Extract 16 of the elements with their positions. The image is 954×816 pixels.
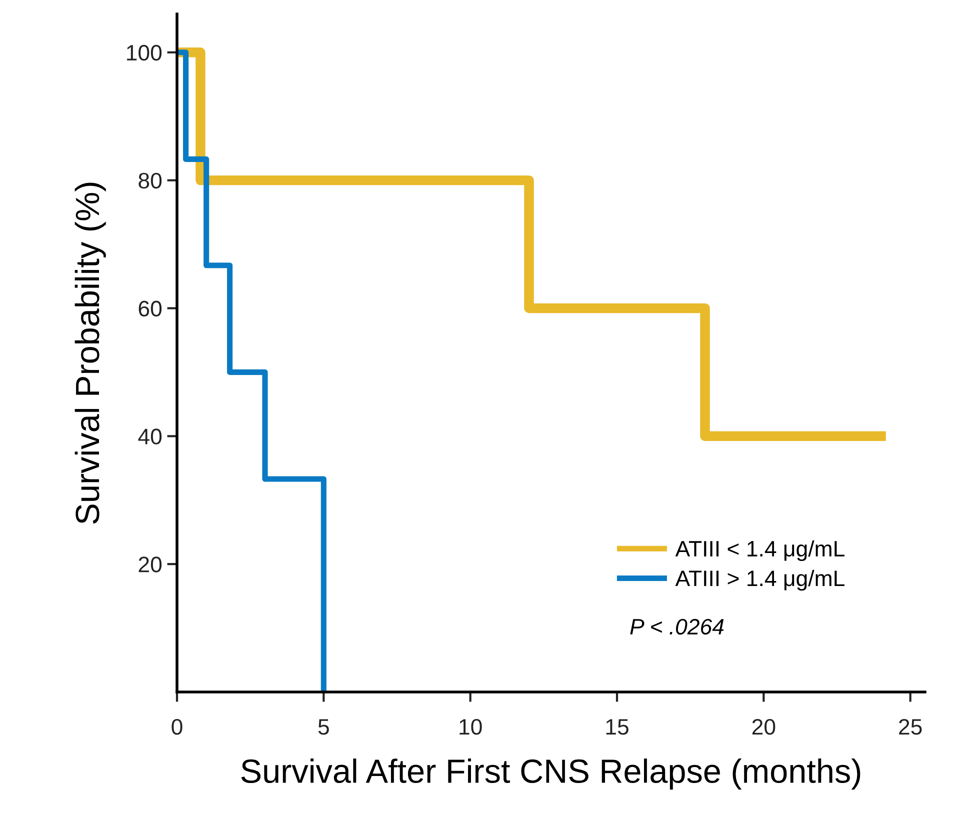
legend-label: ATIII < 1.4 μg/mL	[675, 540, 844, 562]
y-tick-label: 20	[138, 556, 162, 572]
y-tick-label: 100	[127, 44, 162, 61]
legend-label: ATIII > 1.4 μg/mL	[675, 570, 844, 591]
y-axis-title: Survival Probability (%)	[74, 182, 106, 524]
x-tick-label: 0	[172, 718, 182, 735]
annotation: P < .0264	[630, 618, 724, 635]
x-axis-title: Survival After First CNS Relapse (months)	[241, 758, 860, 790]
y-tick-label: 60	[138, 300, 162, 316]
y-tick-label: 80	[138, 172, 162, 189]
x-tick-label: 20	[752, 718, 776, 735]
x-tick-label: 15	[606, 719, 628, 735]
x-tick-label: 5	[318, 719, 329, 735]
x-tick-label: 25	[899, 718, 922, 735]
y-tick-label: 40	[138, 428, 162, 444]
x-tick-label: 10	[460, 718, 482, 735]
